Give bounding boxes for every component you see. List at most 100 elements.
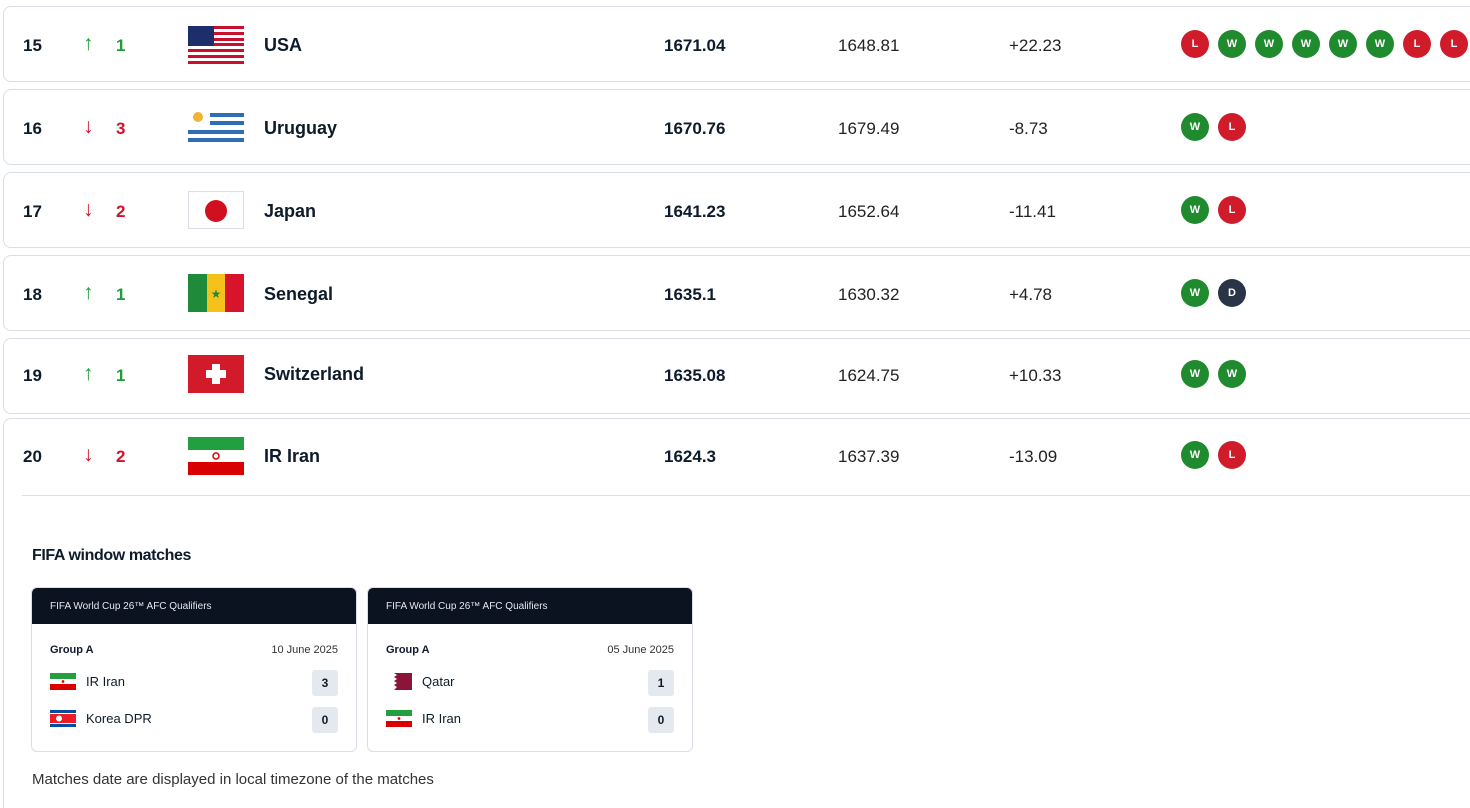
previous-points: 1679.49 (838, 119, 900, 138)
window-matches-title: FIFA window matches (32, 547, 191, 564)
rank-change: 2 (116, 447, 126, 466)
rank: 17 (23, 202, 42, 221)
divider (22, 495, 1470, 496)
team-name[interactable]: Uruguay (264, 118, 338, 138)
score: 1 (648, 670, 674, 696)
points-difference: -11.41 (1009, 202, 1056, 221)
previous-points: 1648.81 (838, 36, 900, 55)
senegal-flag-icon: ★ (188, 274, 244, 312)
rank: 18 (23, 285, 42, 304)
points-difference: +4.78 (1009, 285, 1053, 304)
arrow-up-icon: ↑ (83, 362, 94, 385)
points-difference: +22.23 (1009, 36, 1062, 55)
match-date: 10 June 2025 (271, 644, 338, 656)
match-card[interactable]: FIFA World Cup 26™ AFC Qualifiers Group … (367, 587, 693, 752)
home-team: IR Iran (50, 673, 125, 690)
arrow-down-icon: ↓ (83, 115, 94, 138)
result-badge[interactable]: L (1403, 30, 1431, 58)
rank: 19 (23, 366, 42, 385)
points-difference: -8.73 (1009, 119, 1048, 138)
rank: 20 (23, 447, 42, 466)
result-badge[interactable]: W (1181, 441, 1209, 469)
svg-text:★: ★ (211, 287, 222, 301)
uruguay-flag-icon (188, 109, 244, 147)
timezone-note: Matches date are displayed in local time… (32, 771, 434, 788)
score: 0 (648, 707, 674, 733)
group-label: Group A (386, 644, 430, 656)
result-badge[interactable]: W (1329, 30, 1357, 58)
iran-flag-icon (386, 710, 412, 727)
result-badge[interactable]: W (1292, 30, 1320, 58)
result-badge[interactable]: W (1181, 360, 1209, 388)
result-badge[interactable]: W (1181, 196, 1209, 224)
team-name[interactable]: IR Iran (264, 446, 321, 466)
iran-flag-icon (50, 673, 76, 690)
total-points: 1624.3 (664, 447, 716, 466)
away-team: IR Iran (386, 710, 461, 727)
result-badge[interactable]: W (1218, 360, 1246, 388)
group-label: Group A (50, 644, 94, 656)
total-points: 1641.23 (664, 202, 726, 221)
team-name[interactable]: Japan (264, 201, 317, 221)
arrow-up-icon: ↑ (83, 32, 94, 55)
result-badge[interactable]: W (1218, 30, 1246, 58)
home-team: Qatar (386, 673, 455, 690)
ranking-row-switzerland[interactable]: 19 ↑ 1 Switzerland 1635.08 1624.75 +10.3… (3, 338, 1470, 414)
match-date: 05 June 2025 (607, 644, 674, 656)
korea-dpr-flag-icon (50, 710, 76, 727)
japan-flag-icon (188, 191, 244, 229)
total-points: 1671.04 (664, 36, 726, 55)
total-points: 1635.1 (664, 285, 716, 304)
score: 3 (312, 670, 338, 696)
arrow-down-icon: ↓ (83, 443, 94, 466)
rank-change: 1 (116, 36, 126, 55)
team-name[interactable]: USA (264, 35, 303, 55)
iran-flag-icon (188, 437, 244, 475)
team-name[interactable]: Senegal (264, 284, 334, 304)
rank: 15 (23, 36, 42, 55)
result-badge[interactable]: L (1218, 441, 1246, 469)
rank-change: 1 (116, 285, 126, 304)
result-badge[interactable]: W (1366, 30, 1394, 58)
competition-label: FIFA World Cup 26™ AFC Qualifiers (32, 588, 356, 624)
previous-points: 1637.39 (838, 447, 900, 466)
result-badge[interactable]: L (1440, 30, 1468, 58)
competition-label: FIFA World Cup 26™ AFC Qualifiers (368, 588, 692, 624)
team-name[interactable]: Switzerland (264, 364, 365, 384)
arrow-up-icon: ↑ (83, 281, 94, 304)
result-badge[interactable]: L (1218, 113, 1246, 141)
switzerland-flag-icon (188, 355, 244, 393)
previous-points: 1624.75 (838, 366, 900, 385)
result-badge[interactable]: W (1255, 30, 1283, 58)
result-badge[interactable]: W (1181, 113, 1209, 141)
result-badge[interactable]: D (1218, 279, 1246, 307)
arrow-down-icon: ↓ (83, 198, 94, 221)
result-badge[interactable]: L (1181, 30, 1209, 58)
usa-flag-icon (188, 26, 244, 64)
previous-points: 1630.32 (838, 285, 900, 304)
points-difference: -13.09 (1009, 447, 1058, 466)
qatar-flag-icon (386, 673, 412, 690)
rank: 16 (23, 119, 42, 138)
total-points: 1635.08 (664, 366, 726, 385)
team-name: Qatar (422, 674, 455, 689)
rank-change: 2 (116, 202, 126, 221)
points-difference: +10.33 (1009, 366, 1062, 385)
match-card[interactable]: FIFA World Cup 26™ AFC Qualifiers Group … (31, 587, 357, 752)
result-badge[interactable]: W (1181, 279, 1209, 307)
away-team: Korea DPR (50, 710, 152, 727)
team-name: Korea DPR (86, 711, 152, 726)
result-badge[interactable]: L (1218, 196, 1246, 224)
previous-points: 1652.64 (838, 202, 900, 221)
total-points: 1670.76 (664, 119, 726, 138)
